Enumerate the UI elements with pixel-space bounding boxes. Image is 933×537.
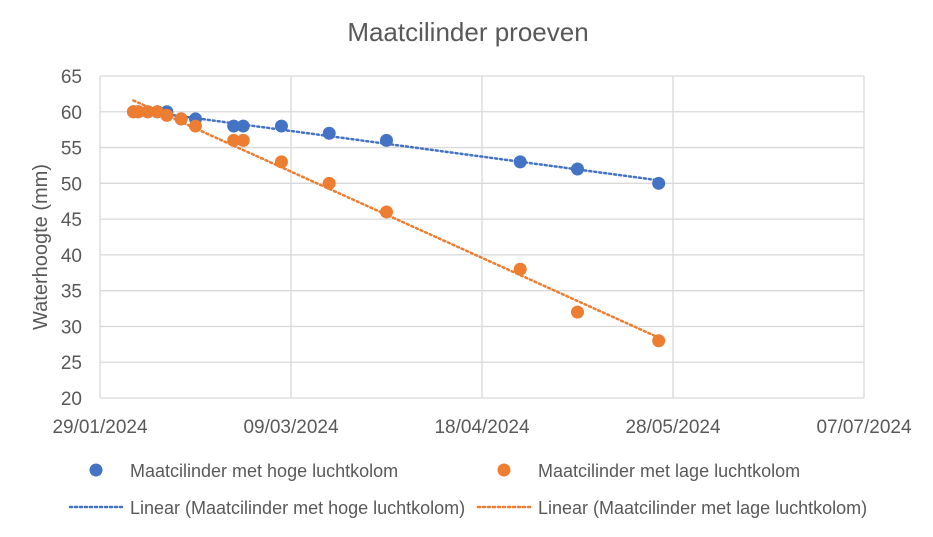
data-point-lage [571, 305, 584, 319]
data-points [126, 105, 666, 348]
data-point-hoge [513, 155, 527, 169]
legend-marker [89, 463, 103, 477]
data-point-hoge [571, 162, 584, 176]
y-tick-label: 35 [61, 282, 82, 303]
data-point-lage [141, 105, 155, 119]
data-point-hoge [652, 176, 666, 190]
x-axis-tick-labels: 29/01/2024 09/03/2024 18/04/2024 28/05/2024… [52, 417, 912, 438]
legend-label: Maatcilinder met lage luchtkolom [538, 461, 800, 481]
chart-title: Maatcilinder proeven [347, 17, 588, 47]
data-point-lage [513, 262, 527, 276]
y-axis-tick-labels: 20 25 30 35 40 45 50 55 60 65 [61, 67, 82, 410]
legend-label: Linear (Maatcilinder met hoge luchtkolom… [130, 498, 465, 518]
y-tick-label: 65 [61, 67, 82, 88]
y-tick-label: 40 [61, 246, 82, 267]
data-point-lage [131, 105, 145, 119]
data-point-lage [322, 176, 336, 190]
x-tick-label: 28/05/2024 [625, 417, 721, 438]
data-point-hoge [322, 126, 336, 140]
gridlines [99, 75, 865, 399]
trendline-lage [132, 99, 660, 339]
y-tick-label: 60 [61, 103, 82, 124]
legend-label: Linear (Maatcilinder met lage luchtkolom… [538, 498, 867, 518]
data-point-hoge [380, 133, 393, 147]
x-tick-label: 29/01/2024 [52, 417, 148, 438]
data-point-hoge [274, 119, 288, 133]
legend-label: Maatcilinder met hoge luchtkolom [130, 461, 398, 481]
data-point-lage [652, 334, 666, 348]
y-tick-label: 25 [61, 353, 82, 374]
x-tick-label: 18/04/2024 [434, 417, 530, 438]
legend: Maatcilinder met hoge luchtkolom Maatcili… [68, 461, 867, 518]
data-point-lage [236, 133, 250, 147]
data-point-lage [189, 119, 202, 133]
y-axis-label: Waterhoogte (mm) [30, 164, 52, 330]
y-tick-label: 45 [61, 210, 82, 231]
data-point-lage [380, 205, 393, 219]
x-tick-label: 07/07/2024 [816, 417, 912, 438]
data-point-lage [174, 112, 188, 126]
y-tick-label: 30 [61, 317, 82, 338]
x-tick-label: 09/03/2024 [243, 417, 339, 438]
y-tick-label: 55 [61, 139, 82, 160]
data-point-hoge [236, 119, 250, 133]
data-point-lage [160, 108, 174, 122]
data-point-hoge [227, 119, 241, 133]
y-tick-label: 50 [61, 174, 82, 195]
legend-marker [497, 463, 511, 477]
data-point-lage [274, 155, 288, 169]
data-point-lage [227, 133, 241, 147]
y-tick-label: 20 [61, 389, 82, 410]
